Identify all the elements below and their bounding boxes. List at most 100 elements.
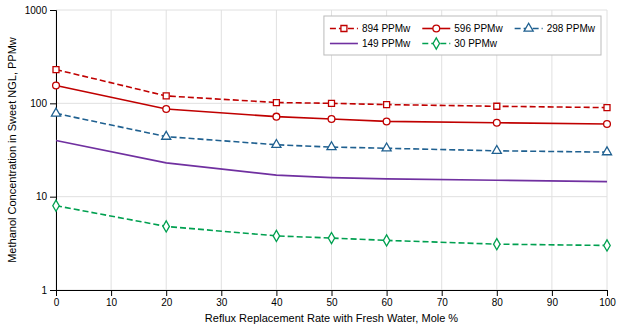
y-tick-mark [50,103,56,104]
series-marker [494,239,500,250]
series-marker [162,131,171,139]
y-tick-label: 1000 [25,5,48,16]
series [53,67,610,111]
series-marker [272,139,281,147]
x-tick: 70 [437,290,449,308]
legend-item: 149 PPMw [330,38,411,49]
series [53,82,611,127]
grid-line-y [56,196,607,197]
y-tick: 100 [30,98,56,109]
x-axis: 0 10 20 30 40 50 60 70 80 90 100 [54,290,617,308]
y-tick-label: 1 [41,285,47,296]
series-marker [273,230,279,241]
series-marker [53,82,60,89]
y-axis-title: Methanol Concentration in Sweet NGL, PPM… [6,37,18,263]
legend-symbol [341,26,347,32]
series-line [56,113,607,152]
x-tick-label: 10 [106,297,118,308]
series-marker [273,100,279,106]
plot: 01020304050607080901001101001000Reflux R… [6,5,616,324]
x-tick-label: 40 [271,297,283,308]
series-marker [329,100,335,106]
x-tick-mark [387,290,388,296]
series-marker [602,147,611,155]
series-marker [494,103,500,109]
x-tick: 50 [326,290,338,308]
y-tick: 10 [36,191,56,202]
grid-line-y [56,10,607,11]
x-tick-mark [442,290,443,296]
chart: 01020304050607080901001101001000Reflux R… [0,0,623,330]
series-marker [163,93,169,99]
x-tick-mark [552,290,553,296]
series-marker [383,118,390,125]
series-marker [53,67,59,73]
x-tick: 0 [54,290,60,308]
x-tick-label: 80 [492,297,504,308]
x-tick-mark [276,290,277,296]
series [56,140,607,181]
series-marker [604,121,611,128]
series-marker [604,240,610,251]
x-axis-title: Reflux Replacement Rate with Fresh Water… [205,312,459,324]
series-marker [493,119,500,126]
grid [56,10,607,290]
series [51,108,611,155]
x-tick-mark [166,290,167,296]
x-tick-mark [221,290,222,296]
series-line [56,206,607,246]
y-tick-label: 100 [30,98,47,109]
legend-item: 894 PPMw [330,23,411,34]
x-tick-label: 20 [161,297,173,308]
x-tick: 10 [106,290,118,308]
x-tick: 40 [271,290,283,308]
y-tick-label: 10 [36,191,48,202]
series-marker [328,116,335,123]
x-tick-label: 100 [599,297,616,308]
legend-symbol [433,38,439,49]
y-tick: 1 [41,285,56,296]
x-tick: 20 [161,290,173,308]
grid-line-x [166,10,167,290]
legend-swatch [330,43,358,45]
series-marker [163,106,170,113]
series-line [56,140,607,181]
x-tick-mark [607,290,608,296]
x-axis-line [57,291,608,297]
x-tick: 90 [547,290,559,308]
legend-label: 596 PPMw [454,23,503,34]
series-line [56,70,607,108]
y-tick-mark [50,10,56,11]
legend-symbol [524,23,533,31]
series-marker [384,102,390,108]
x-tick-mark [111,290,112,296]
y-tick-mark [50,290,56,291]
x-tick-label: 0 [54,297,60,308]
series-line [56,86,607,124]
x-tick: 30 [216,290,228,308]
legend-label: 30 PPMw [454,38,498,49]
series-marker [163,221,169,232]
series-marker [328,232,334,243]
series [53,200,610,251]
legend-symbol [433,25,440,32]
series-marker [51,108,60,116]
legend-item: 596 PPMw [422,23,503,34]
x-tick: 80 [492,290,504,308]
x-tick-label: 70 [437,297,449,308]
grid-line-x [221,10,222,290]
legend-label: 298 PPMw [547,23,596,34]
x-tick-label: 90 [547,297,559,308]
legend-label: 894 PPMw [362,23,411,34]
y-axis: 1 10 100 1000 [25,5,57,296]
y-axis-line [50,11,57,291]
x-tick-label: 60 [382,297,394,308]
x-tick-mark [497,290,498,296]
series-marker [492,146,501,154]
legend: 894 PPMw 596 PPMw 298 PPMw 149 PPMw 30 PPMw [324,16,601,55]
y-tick-mark [50,197,56,198]
x-tick-label: 30 [216,297,228,308]
series-marks [51,67,611,251]
x-tick-label: 50 [326,297,338,308]
grid-line-x [276,10,277,290]
